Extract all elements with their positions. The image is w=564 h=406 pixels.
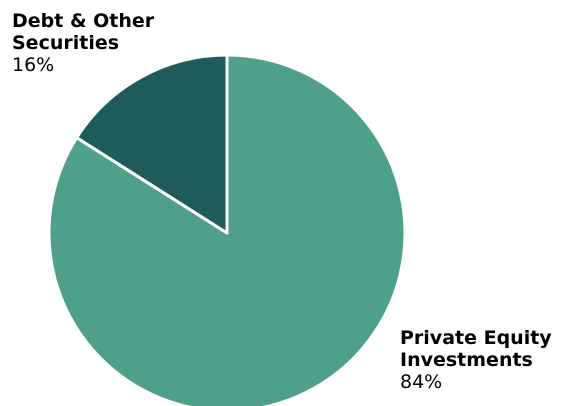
slice-value-private-equity-investments: 84% xyxy=(400,371,443,393)
slice-name-debt-other-securities: Debt & Other Securities xyxy=(12,10,155,54)
pie-slice-debt-other-securities xyxy=(75,53,229,235)
slice-label-debt-other-securities: Debt & Other Securities 16% xyxy=(12,10,202,76)
slice-label-private-equity-investments: Private Equity Investments 84% xyxy=(400,327,560,393)
pie-slices xyxy=(47,53,407,406)
slice-name-private-equity-investments: Private Equity Investments xyxy=(400,327,552,371)
pie-slice-private-equity-investments xyxy=(47,53,407,406)
slice-value-debt-other-securities: 16% xyxy=(12,54,55,76)
